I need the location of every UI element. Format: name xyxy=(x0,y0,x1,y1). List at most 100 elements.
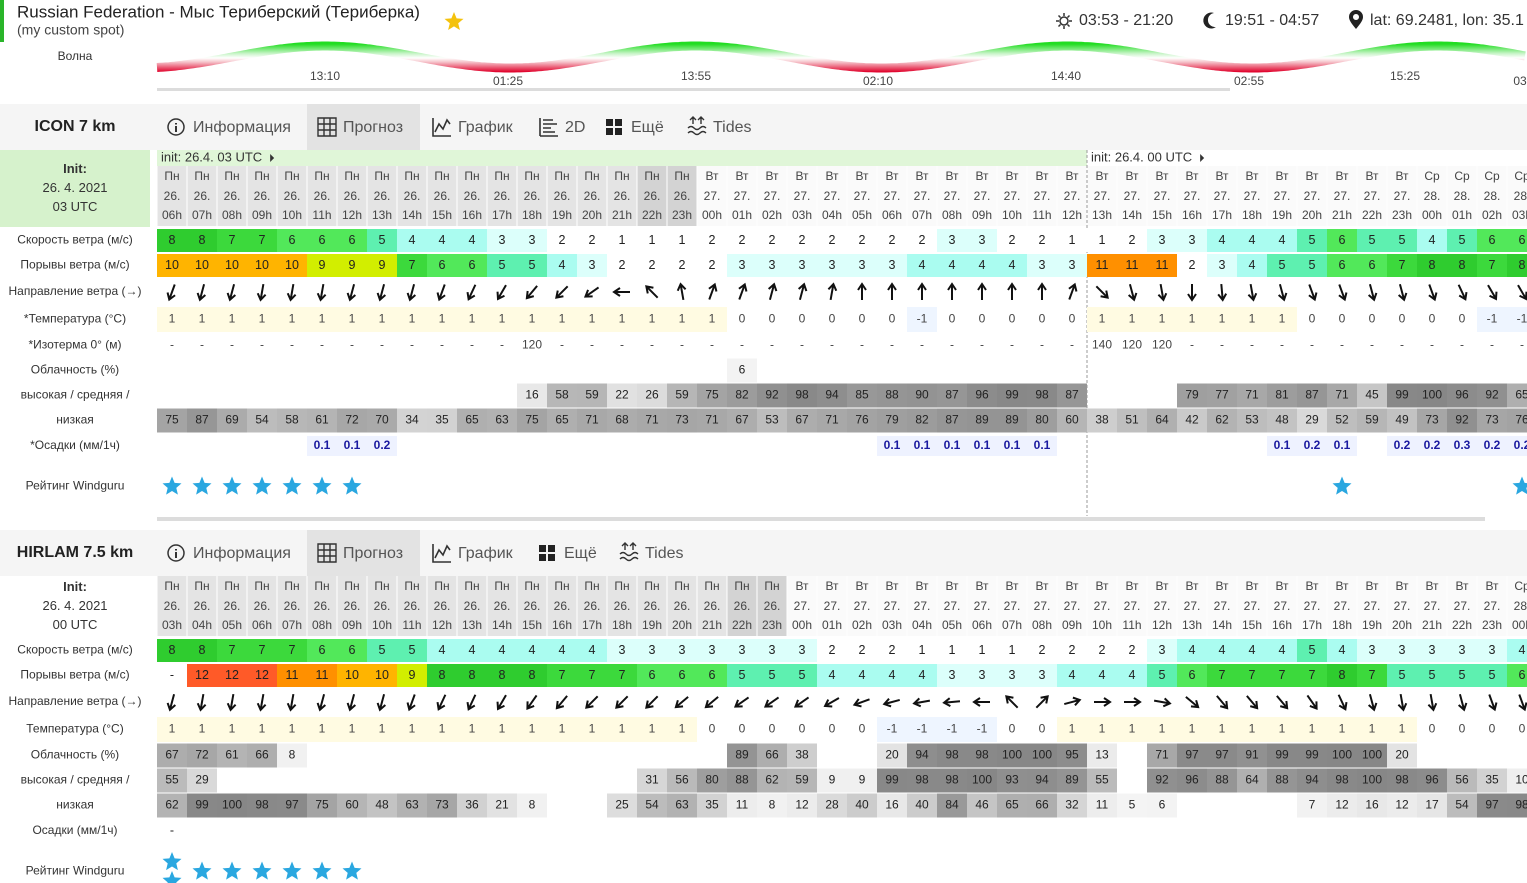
tab-label[interactable]: Tides xyxy=(645,545,684,562)
tab-label[interactable]: Ещё xyxy=(564,545,597,562)
temp-value: 1 xyxy=(469,722,476,736)
header-date: 28. xyxy=(1484,189,1501,203)
favorite-star[interactable] xyxy=(444,12,464,30)
cloud-value: 100 xyxy=(222,798,242,812)
wind-value: 3 xyxy=(589,258,596,272)
tab-label[interactable]: 2D xyxy=(565,119,585,136)
temp-value: 1 xyxy=(499,312,506,326)
column-header xyxy=(157,576,187,636)
wind-value: 3 xyxy=(709,643,716,657)
wind-arrow xyxy=(1487,284,1498,301)
cloud-cell xyxy=(427,793,457,818)
temp-cell xyxy=(1357,717,1387,742)
cloud-value: 65 xyxy=(1005,798,1019,812)
isotherm-value: - xyxy=(770,338,774,352)
wind-arrow xyxy=(1276,695,1289,710)
precip-cell xyxy=(1447,436,1477,456)
wind-cell xyxy=(397,254,427,277)
column-header xyxy=(1057,166,1087,226)
wind-arrow xyxy=(583,286,600,298)
wind-arrow xyxy=(882,697,900,708)
tab-label[interactable]: Ещё xyxy=(631,119,664,136)
wind-value: 2 xyxy=(649,258,656,272)
header-date: 26. xyxy=(434,189,451,203)
wind-cell xyxy=(487,254,517,277)
wind-cell xyxy=(1177,254,1207,277)
rating-star xyxy=(192,476,212,495)
wind-arrow xyxy=(256,283,267,302)
wind-cell xyxy=(637,664,667,687)
wind-value: 1 xyxy=(919,643,926,657)
wind-cell xyxy=(457,254,487,277)
wind-value: 2 xyxy=(589,233,596,247)
tab-label[interactable]: Информация xyxy=(193,119,291,136)
row-label: *Изотерма 0° (м) xyxy=(28,338,121,352)
tab-label[interactable]: Прогноз xyxy=(343,545,403,562)
header-day: Вт xyxy=(1155,579,1169,593)
wind-value: 4 xyxy=(919,258,926,272)
header-day: Вт xyxy=(795,579,809,593)
header-day: Пн xyxy=(434,579,449,593)
wind-cell xyxy=(1267,639,1297,662)
isotherm-value: - xyxy=(1310,338,1314,352)
wind-value: 4 xyxy=(529,643,536,657)
cloud-cell xyxy=(1267,383,1297,408)
cloud-cell xyxy=(907,743,937,768)
wind-cell xyxy=(367,229,397,252)
column-header xyxy=(607,576,637,636)
header-day: Пн xyxy=(524,579,539,593)
wind-value: 5 xyxy=(799,668,806,682)
temp-cell xyxy=(1267,717,1297,742)
header-day: Пн xyxy=(164,169,179,183)
cloud-cell xyxy=(337,793,367,818)
wind-cell xyxy=(1237,229,1267,252)
temp-cell xyxy=(667,307,697,332)
column-header xyxy=(397,166,427,226)
temp-cell xyxy=(307,307,337,332)
cloud-cell xyxy=(1417,768,1447,793)
precip-cell xyxy=(967,436,997,456)
header-hour: 23h xyxy=(762,618,782,632)
temp-value: 1 xyxy=(1159,312,1166,326)
temp-cell xyxy=(547,307,577,332)
temp-value: 1 xyxy=(1189,722,1196,736)
cloud-cell xyxy=(667,793,697,818)
cloud-cell xyxy=(877,793,907,818)
tab-label[interactable]: Tides xyxy=(713,119,752,136)
tab-label[interactable]: Информация xyxy=(193,545,291,562)
tide-time: 14:40 xyxy=(1051,69,1081,83)
tab-label[interactable]: График xyxy=(458,545,514,562)
cloud-cell xyxy=(1177,768,1207,793)
wind-arrow xyxy=(1308,284,1318,302)
wind-arrow xyxy=(1397,284,1408,302)
cloud-cell xyxy=(1087,793,1117,818)
precip-cell xyxy=(1507,436,1527,456)
cloud-cell xyxy=(1147,743,1177,768)
header-hour: 07h xyxy=(1002,618,1022,632)
cloud-cell xyxy=(667,383,697,408)
tab-label[interactable]: График xyxy=(458,119,514,136)
cloud-cell xyxy=(967,793,997,818)
wind-cell xyxy=(1027,639,1057,662)
cloud-cell xyxy=(427,408,457,433)
cloud-cell xyxy=(727,358,757,383)
wind-value: 3 xyxy=(799,258,806,272)
column-header xyxy=(577,576,607,636)
table-scrollbar[interactable] xyxy=(157,517,1485,521)
tide-scrollbar[interactable] xyxy=(157,88,1230,91)
cloud-cell xyxy=(1327,768,1357,793)
wind-value: 5 xyxy=(1309,258,1316,272)
cloud-cell xyxy=(157,768,187,793)
cloud-value: 73 xyxy=(435,798,449,812)
tab-label[interactable]: Прогноз xyxy=(343,119,403,136)
cloud-value: 35 xyxy=(1485,773,1499,787)
precip-cell xyxy=(1417,436,1447,456)
temp-value: 1 xyxy=(199,312,206,326)
header-day: Вт xyxy=(1245,579,1259,593)
cloud-value: 71 xyxy=(585,413,599,427)
cloud-value: 82 xyxy=(735,388,749,402)
cloud-cell xyxy=(517,793,547,818)
header-date: 26. xyxy=(314,189,331,203)
temp-value: 0 xyxy=(1069,312,1076,326)
wind-value: 5 xyxy=(379,643,386,657)
